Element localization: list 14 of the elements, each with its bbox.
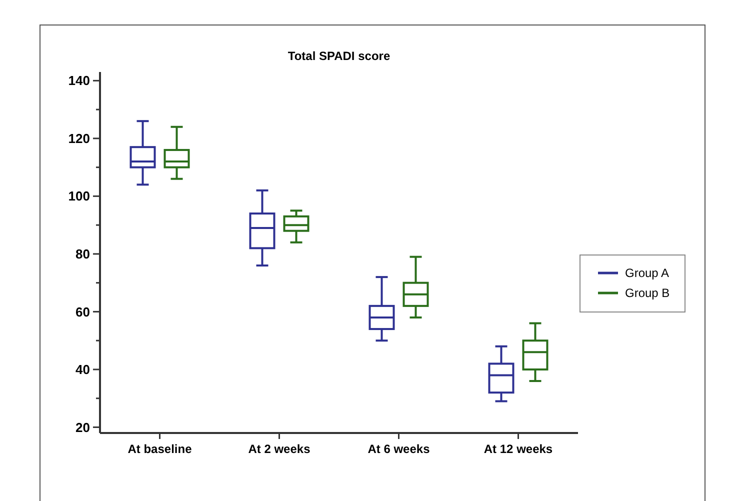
y-tick-label: 100 — [68, 188, 90, 204]
x-tick-label: At 12 weeks — [484, 442, 553, 456]
y-tick-label: 140 — [68, 73, 90, 88]
x-tick-label: At 6 weeks — [368, 442, 430, 456]
legend-label: Group B — [625, 286, 670, 300]
x-tick-label: At baseline — [128, 442, 192, 456]
x-tick-label: At 2 weeks — [248, 442, 311, 456]
y-tick-label: 80 — [76, 246, 90, 262]
y-tick-label: 20 — [76, 420, 90, 435]
y-tick-label: 40 — [76, 362, 90, 378]
y-tick-label: 120 — [68, 130, 90, 146]
legend-label: Group A — [625, 266, 670, 280]
chart-title: Total SPADI score — [288, 49, 390, 63]
y-tick-label: 60 — [76, 304, 90, 320]
